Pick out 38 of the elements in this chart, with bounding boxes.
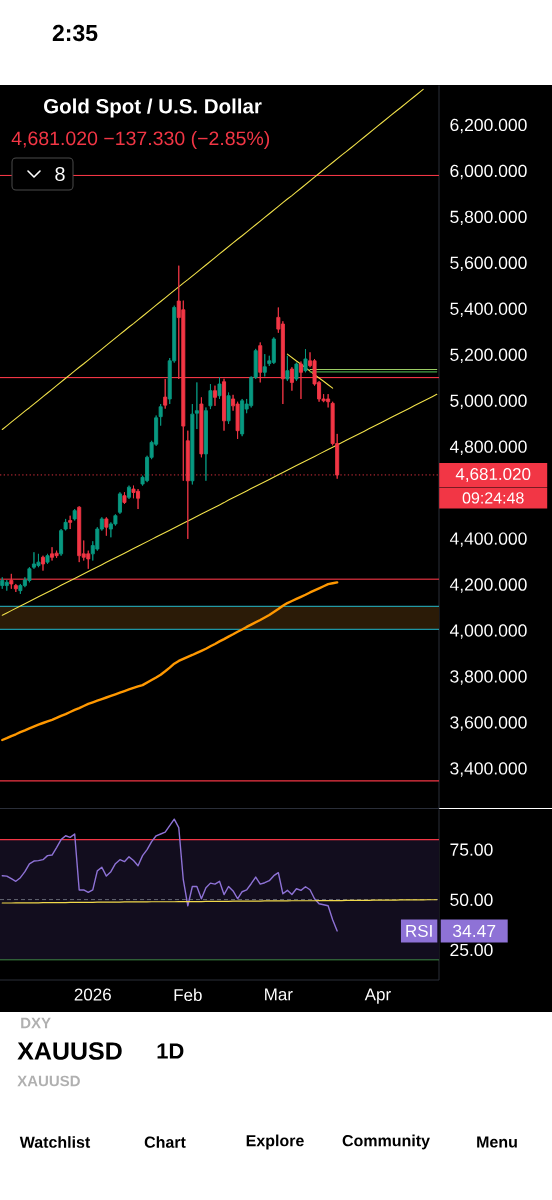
y-tick-label: 5,000.000 bbox=[450, 394, 527, 409]
y-tick-label: 6,200.000 bbox=[450, 118, 527, 134]
y-tick-label: 4,200.000 bbox=[449, 578, 527, 593]
x-tick-label: 2026 bbox=[74, 988, 111, 1001]
y-tick-label: 5,800.000 bbox=[450, 210, 527, 226]
text: DXY bbox=[21, 1017, 51, 1029]
y-tick-label: 3,600.000 bbox=[450, 716, 527, 731]
text: 2:35 bbox=[52, 24, 98, 42]
text: 4,681.020 −137.330 (−2.85%) bbox=[11, 130, 270, 150]
y-tick-label: 50.00 bbox=[450, 893, 493, 906]
annotation: 8 bbox=[55, 166, 65, 182]
y-tick-label: 4,000.000 bbox=[449, 624, 527, 639]
text: 34.47 bbox=[452, 924, 496, 938]
text: Watchlist bbox=[19, 1136, 91, 1148]
y-tick-label: 3,400.000 bbox=[450, 762, 527, 777]
text: Menu bbox=[477, 1136, 517, 1148]
text: 1D bbox=[157, 1043, 184, 1059]
text: Chart bbox=[144, 1136, 186, 1148]
text: Community bbox=[342, 1134, 430, 1150]
text: Gold Spot / U.S. Dollar bbox=[44, 98, 262, 118]
y-tick-label: 5,600.000 bbox=[450, 256, 527, 272]
y-tick-label: 5,200.000 bbox=[450, 348, 527, 363]
text: XAUUSD bbox=[17, 1042, 122, 1060]
text: XAUUSD bbox=[17, 1075, 80, 1087]
ref-line-label: 4,681.020 bbox=[455, 468, 531, 483]
y-tick-label: 6,000.000 bbox=[450, 164, 527, 180]
y-tick-label: 4,400.000 bbox=[449, 532, 527, 547]
y-tick-label: 75.00 bbox=[450, 843, 493, 856]
y-tick-label: 5,400.000 bbox=[450, 302, 527, 318]
x-tick-label: Feb bbox=[174, 988, 202, 1002]
annotation: RSI bbox=[406, 924, 432, 937]
y-tick-label: 3,800.000 bbox=[450, 670, 527, 685]
x-tick-label: Apr bbox=[364, 988, 391, 1004]
x-tick-label: Mar bbox=[265, 988, 293, 1001]
text: 09:24:48 bbox=[462, 492, 524, 504]
y-tick-label: 25.00 bbox=[450, 943, 493, 957]
y-tick-label: 4,800.000 bbox=[449, 440, 527, 455]
text: Explore bbox=[246, 1134, 304, 1150]
